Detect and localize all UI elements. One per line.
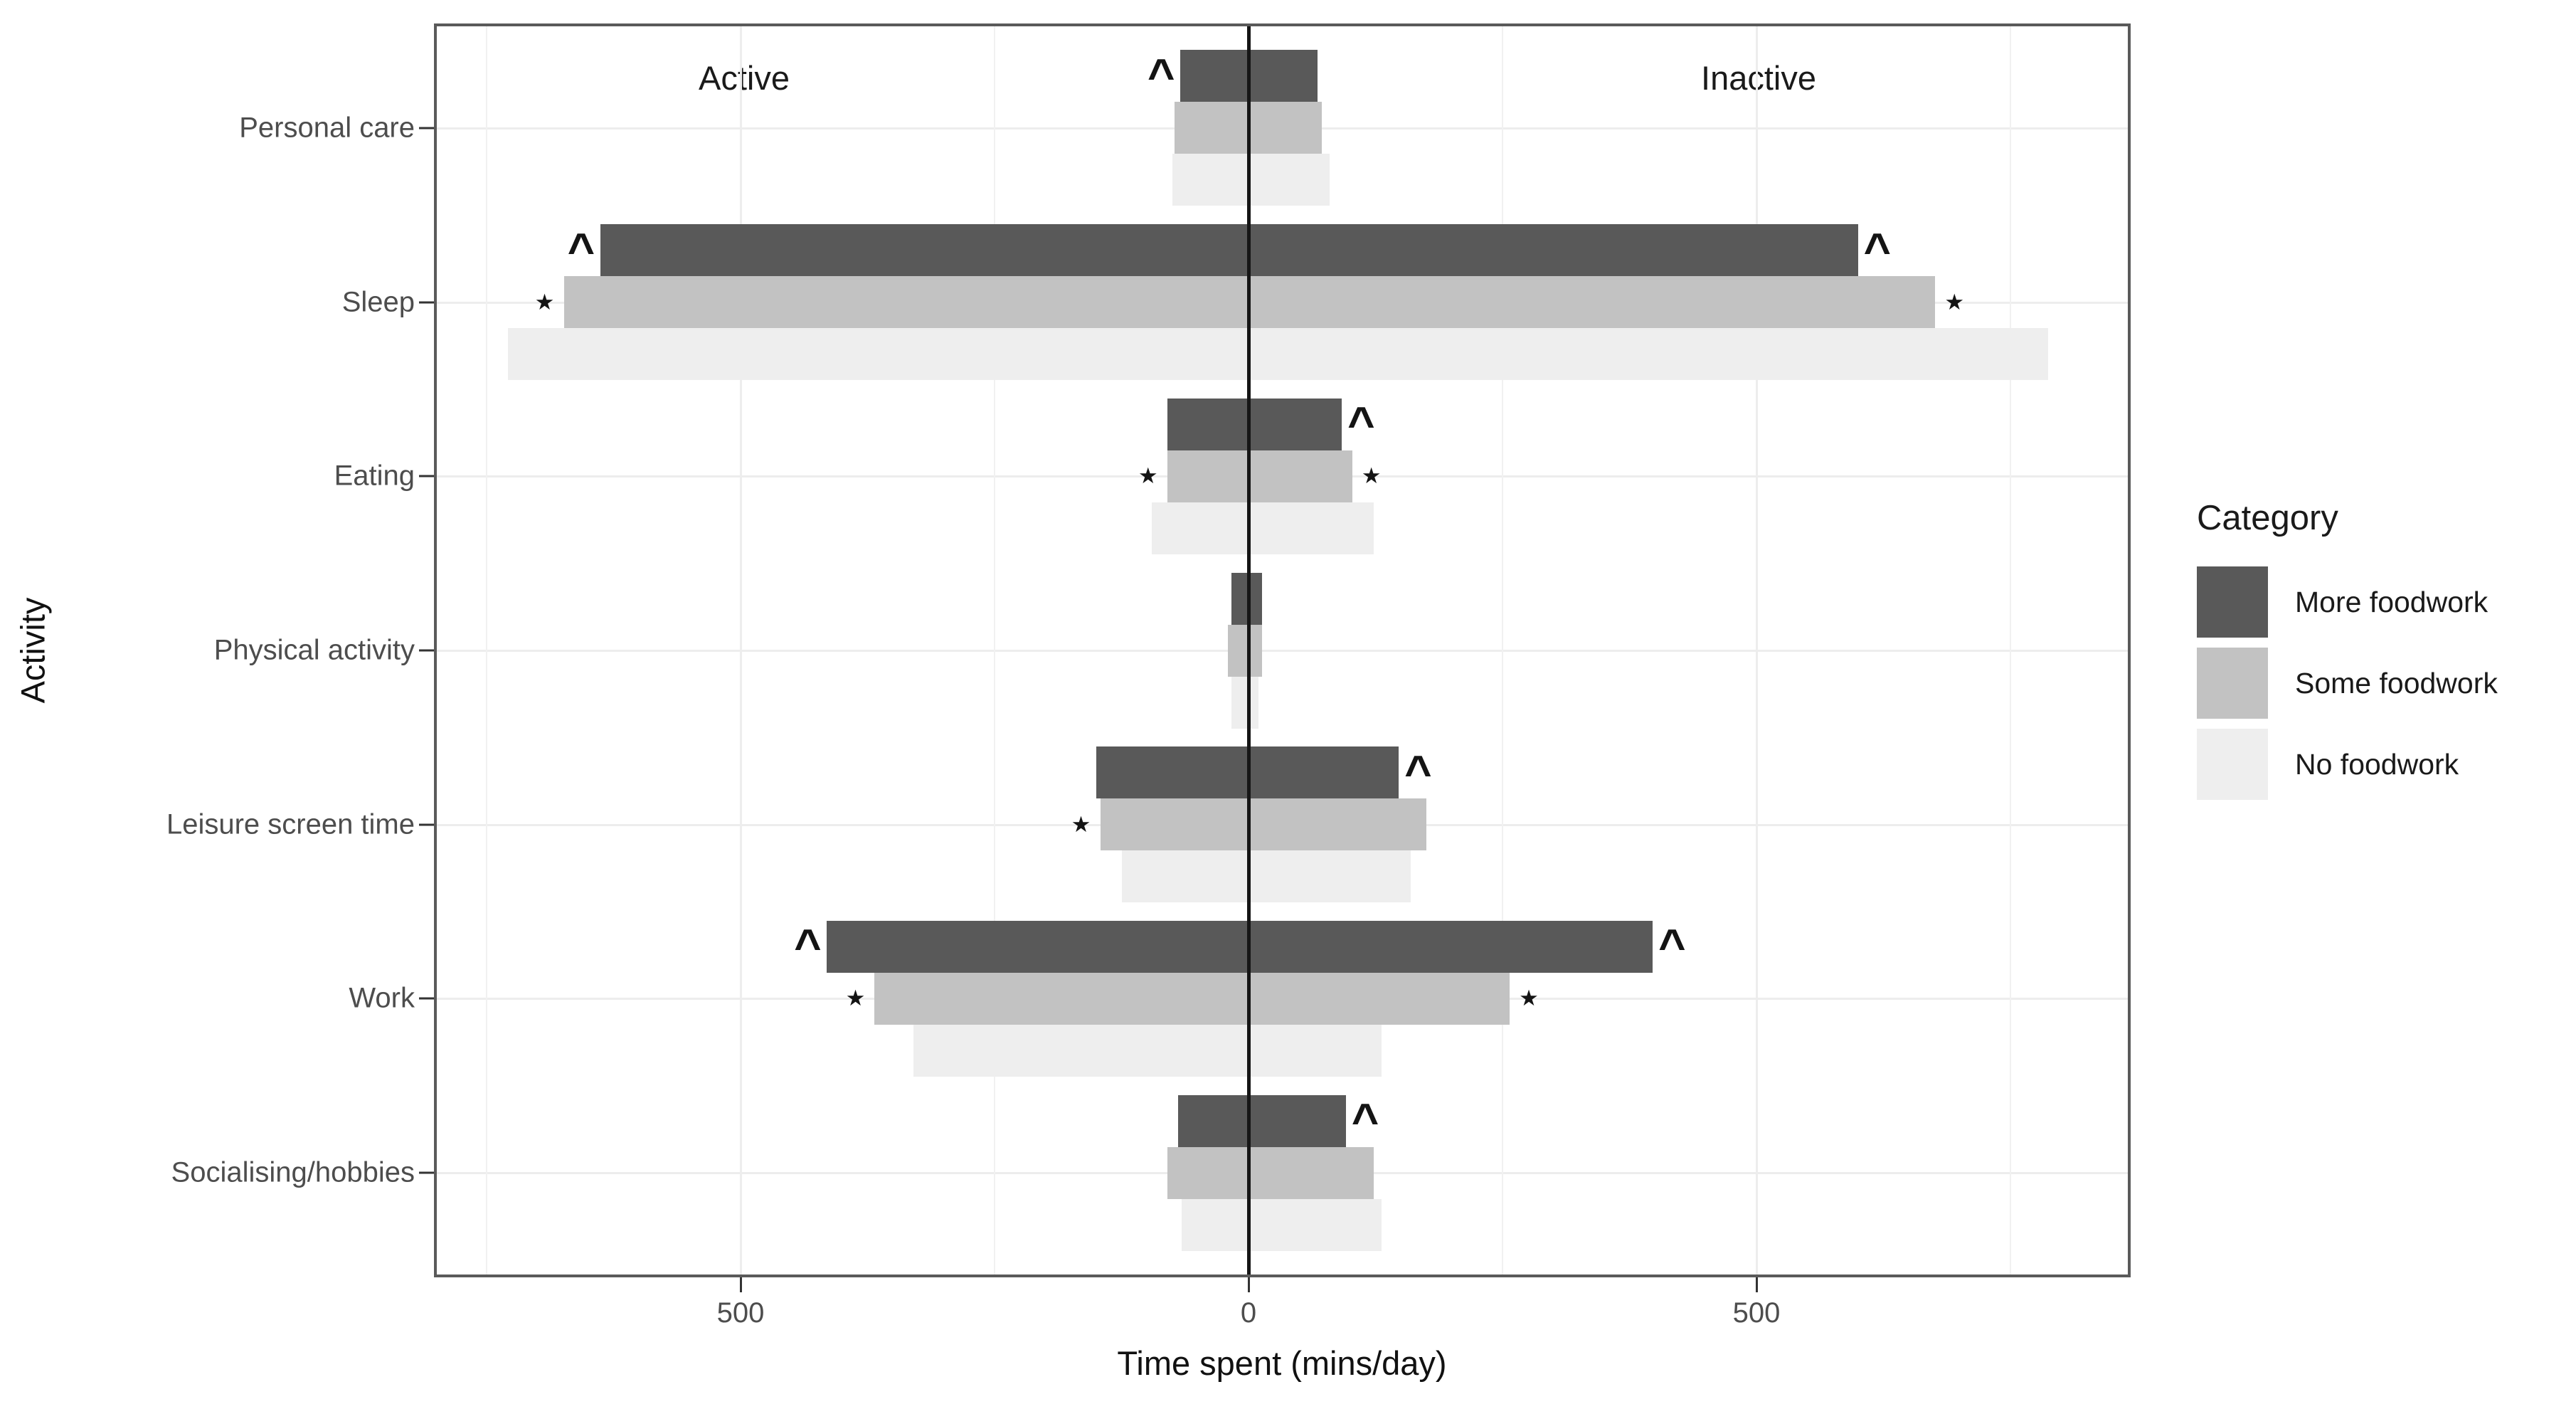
significance-marker-caret: ^ [794, 919, 822, 973]
legend-item: More foodwork [2197, 566, 2498, 638]
gridline-vertical-major [1756, 26, 1758, 1275]
x-axis-tick-mark [739, 1277, 742, 1292]
legend-label: More foodwork [2295, 585, 2488, 618]
significance-marker-star: ★ [845, 986, 866, 1011]
y-axis-label: Sleep [341, 286, 415, 318]
y-axis-tick-mark [419, 127, 434, 130]
bar-physical-activity-no-foodwork [1231, 676, 1259, 729]
x-axis-title: Time spent (mins/day) [1117, 1344, 1447, 1382]
bar-leisure-screen-time-some-foodwork [1100, 798, 1426, 851]
x-axis-tick-label: 500 [716, 1297, 765, 1329]
x-axis-tick-mark [1247, 1277, 1250, 1292]
legend-swatch [2197, 566, 2268, 638]
legend-swatch [2197, 648, 2268, 719]
bar-personal-care-no-foodwork [1172, 154, 1330, 206]
bar-physical-activity-some-foodwork [1228, 624, 1262, 677]
significance-marker-star: ★ [1519, 986, 1539, 1011]
significance-marker-star: ★ [1361, 463, 1382, 489]
significance-marker-caret: ^ [1347, 396, 1375, 450]
gridline-vertical-minor [994, 26, 995, 1275]
bar-work-some-foodwork [874, 972, 1510, 1025]
significance-marker-caret: ^ [1658, 919, 1686, 973]
legend: Category More foodwork Some foodwork No fo… [2197, 498, 2498, 810]
gridline-vertical-minor [2010, 26, 2011, 1275]
x-axis-tick-label: 500 [1732, 1297, 1781, 1329]
bar-socialising-hobbies-no-foodwork [1181, 1198, 1382, 1251]
y-axis-label: Leisure screen time [166, 808, 415, 840]
legend-item: No foodwork [2197, 729, 2498, 800]
bar-socialising-hobbies-more-foodwork [1178, 1094, 1347, 1147]
significance-marker-caret: ^ [1351, 1093, 1379, 1146]
legend-item: Some foodwork [2197, 648, 2498, 719]
bar-work-more-foodwork [827, 920, 1653, 973]
significance-marker-star: ★ [1138, 463, 1158, 489]
bar-eating-no-foodwork [1152, 502, 1374, 554]
x-axis-tick-label: 0 [1240, 1297, 1257, 1329]
plot-area: Active Inactive ^ ^ ^ ★ ★ ^ ★ ★ ^ ★ ^ ^ ★ ★ ^ [434, 23, 2131, 1277]
y-axis-label: Work [349, 982, 415, 1014]
bar-physical-activity-more-foodwork [1231, 572, 1262, 625]
legend-items: More foodwork Some foodwork No foodwork [2197, 566, 2498, 800]
bar-eating-more-foodwork [1167, 398, 1342, 450]
x-axis-tick-mark [1755, 1277, 1758, 1292]
bar-leisure-screen-time-no-foodwork [1121, 850, 1411, 903]
y-axis-tick-mark [419, 997, 434, 1000]
y-axis-tick-mark [419, 301, 434, 304]
y-axis-tick-mark [419, 649, 434, 652]
legend-title: Category [2197, 499, 2338, 537]
zero-reference-line [1246, 26, 1251, 1275]
significance-marker-star: ★ [534, 289, 555, 315]
bar-socialising-hobbies-some-foodwork [1167, 1146, 1374, 1199]
y-axis-tick-mark [419, 823, 434, 826]
inactive-side-label: Inactive [1701, 59, 1816, 97]
y-axis-tick-mark [419, 475, 434, 477]
gridline-horizontal [437, 650, 2128, 652]
significance-marker-caret: ^ [567, 223, 595, 276]
gridline-vertical-minor [486, 26, 487, 1275]
significance-marker-caret: ^ [1147, 48, 1175, 102]
bar-eating-some-foodwork [1167, 450, 1352, 502]
significance-marker-caret: ^ [1863, 223, 1892, 276]
significance-marker-caret: ^ [1404, 745, 1432, 798]
gridline-vertical-minor [1502, 26, 1503, 1275]
bar-sleep-more-foodwork [600, 224, 1858, 277]
active-side-label: Active [699, 59, 790, 97]
significance-marker-star: ★ [1944, 289, 1965, 315]
legend-label: No foodwork [2295, 747, 2459, 781]
y-axis-label: Eating [334, 460, 415, 492]
legend-label: Some foodwork [2295, 666, 2498, 700]
bar-sleep-no-foodwork [507, 328, 2048, 381]
y-axis-label: Socialising/hobbies [171, 1156, 415, 1188]
legend-swatch [2197, 729, 2268, 800]
significance-marker-star: ★ [1071, 811, 1091, 837]
y-axis-label: Physical activity [213, 634, 415, 666]
gridline-vertical-major [740, 26, 742, 1275]
bar-work-no-foodwork [913, 1024, 1382, 1077]
y-axis-label: Personal care [239, 112, 415, 144]
y-axis-tick-mark [419, 1171, 434, 1174]
